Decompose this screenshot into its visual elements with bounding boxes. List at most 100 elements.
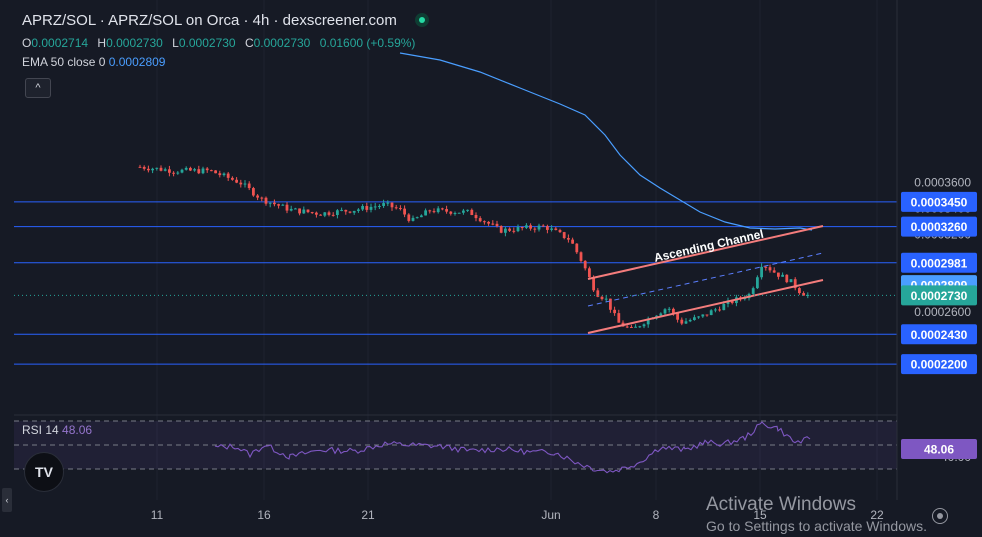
candle-body	[672, 308, 675, 314]
level-price-tag-bg	[901, 324, 977, 345]
candle-body	[453, 213, 457, 215]
candle-body	[583, 260, 587, 269]
candle-body	[793, 279, 797, 289]
rsi-readout: RSI 14 48.06	[22, 423, 92, 437]
candle-body	[193, 169, 196, 171]
candle-body	[806, 294, 810, 296]
candle-body	[252, 188, 255, 196]
candle-body	[436, 208, 440, 213]
candle-body	[764, 266, 768, 268]
price-axis[interactable]: 0.00036000.00034000.00032000.00026000.00…	[896, 0, 977, 500]
candle-body	[596, 290, 600, 297]
ema-label: EMA 50 close 0	[22, 55, 106, 69]
side-panel-handle[interactable]: ‹	[2, 488, 12, 512]
candle-body	[407, 214, 411, 221]
candle-body	[205, 168, 209, 171]
time-tick-label: 15	[753, 508, 767, 522]
last-price-tag: 0.0002730	[911, 289, 968, 303]
tradingview-logo[interactable]: TV	[24, 452, 64, 492]
high-value: 0.0002730	[106, 36, 163, 50]
activate-windows-watermark: Activate Windows Go to Settings to activ…	[706, 494, 927, 534]
candle-body	[722, 303, 726, 311]
candle-body	[420, 215, 423, 218]
candle-body	[680, 319, 684, 324]
candle-body	[483, 221, 486, 223]
candle-body	[495, 223, 499, 227]
level-price-tag: 0.0003260	[911, 220, 968, 234]
time-tick-label: 11	[151, 508, 164, 522]
candle-body	[348, 211, 352, 213]
ema-readout: EMA 50 close 0 0.0002809	[22, 55, 165, 69]
candle-body	[533, 228, 537, 230]
candle-body	[399, 208, 402, 210]
candle-body	[802, 293, 805, 296]
candle-body	[163, 169, 167, 171]
candle-body	[457, 212, 461, 214]
candle-body	[462, 210, 465, 213]
time-tick-label: 8	[653, 508, 660, 522]
candle-body	[646, 318, 650, 325]
candle-body	[768, 267, 772, 271]
candle-body	[466, 209, 469, 211]
candle-body	[537, 225, 541, 230]
candle-body	[634, 326, 637, 328]
candle-body	[609, 298, 612, 310]
close-label: C	[244, 36, 254, 50]
watermark-line2: Go to Settings to activate Windows.	[706, 518, 927, 534]
candle-body	[424, 210, 427, 216]
time-axis[interactable]: 11 16 21 Jun 8 15 22	[151, 508, 884, 522]
candle-body	[184, 167, 188, 170]
candle-body	[243, 183, 247, 185]
ema-line	[399, 52, 813, 231]
candle-body	[625, 326, 629, 328]
candle-body	[264, 197, 268, 204]
candle-body	[772, 270, 776, 273]
candle-body	[642, 324, 646, 327]
candle-body	[331, 214, 335, 216]
candle-body	[684, 321, 688, 324]
candle-body	[441, 208, 444, 210]
time-tick-label: 22	[870, 508, 884, 522]
candle-body	[613, 309, 616, 314]
candle-body	[172, 172, 175, 174]
candle-body	[310, 212, 314, 214]
candle-body	[373, 206, 377, 208]
ema-value: 0.0002809	[108, 55, 166, 69]
level-price-tag-bg	[901, 216, 977, 237]
candle-body	[323, 212, 327, 216]
candle-body	[294, 208, 297, 210]
candle-body	[247, 183, 251, 189]
candle-body	[168, 169, 171, 173]
candle-body	[659, 313, 663, 316]
chart-title: APRZ/SOL · APRZ/SOL on Orca · 4h · dexsc…	[22, 12, 430, 29]
candle-body	[222, 173, 226, 176]
candle-body	[226, 173, 230, 178]
rsi-value-tag-bg	[901, 439, 977, 459]
candle-body	[550, 228, 553, 230]
gear-icon[interactable]	[932, 508, 948, 524]
candle-body	[781, 274, 784, 277]
candle-body	[138, 166, 142, 168]
candle-body	[432, 211, 436, 213]
candle-body	[298, 208, 301, 214]
open-value: 0.0002714	[31, 36, 89, 50]
candle-body	[604, 298, 608, 300]
channel-label: Ascending Channel	[653, 227, 765, 265]
candle-body	[663, 309, 667, 314]
ema-curve	[399, 52, 813, 231]
candle-body	[667, 308, 671, 310]
candle-body	[180, 169, 184, 173]
candle-body	[285, 204, 289, 211]
candle-body	[151, 168, 154, 171]
candle-body	[344, 209, 348, 212]
time-tick-label: 21	[361, 508, 375, 522]
candle-body	[306, 209, 310, 213]
candle-body	[214, 170, 217, 174]
candle-body	[499, 226, 503, 233]
candle-body	[697, 316, 700, 318]
candle-body	[239, 182, 243, 185]
candle-body	[327, 212, 331, 215]
candle-body	[508, 228, 511, 231]
chevron-up-icon[interactable]: ^	[25, 78, 51, 98]
